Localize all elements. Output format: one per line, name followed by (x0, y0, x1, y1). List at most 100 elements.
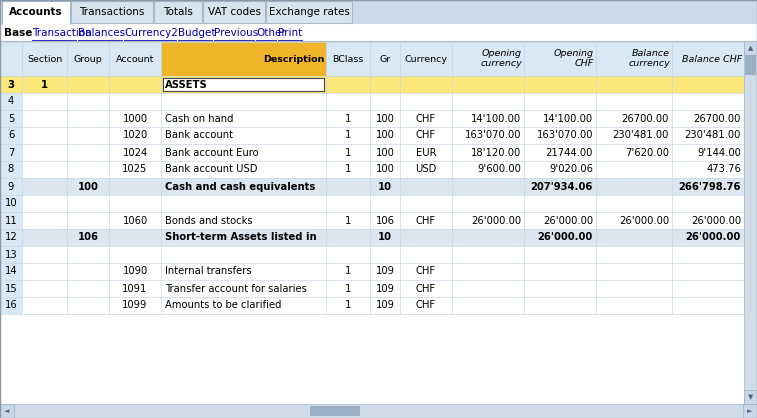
Text: 1060: 1060 (123, 216, 148, 225)
Text: 16: 16 (5, 301, 17, 311)
Bar (744, 390, 757, 404)
Text: Bank account: Bank account (165, 130, 233, 140)
Text: Balance CHF: Balance CHF (682, 54, 742, 64)
Text: CHF: CHF (416, 216, 436, 225)
Text: EUR: EUR (416, 148, 436, 158)
Text: 9'600.00: 9'600.00 (477, 165, 521, 174)
Text: ASSETS: ASSETS (165, 79, 207, 89)
Text: BClass: BClass (332, 54, 363, 64)
Text: 1091: 1091 (123, 283, 148, 293)
Text: Balances: Balances (78, 28, 125, 38)
Text: 1: 1 (344, 301, 351, 311)
Text: Cash on hand: Cash on hand (165, 114, 233, 123)
Text: 1090: 1090 (123, 267, 148, 276)
Text: Description: Description (263, 54, 324, 64)
Text: ◄: ◄ (5, 408, 10, 414)
Text: 1025: 1025 (123, 165, 148, 174)
Text: 1: 1 (344, 283, 351, 293)
Text: currency: currency (480, 59, 522, 69)
Text: 230'481.00: 230'481.00 (684, 130, 741, 140)
Text: CHF: CHF (575, 59, 594, 69)
Text: Gr: Gr (379, 54, 391, 64)
Text: 8: 8 (8, 165, 14, 174)
Bar (0, 280, 744, 297)
Text: Accounts: Accounts (9, 7, 63, 17)
Bar (0, 76, 22, 93)
Text: CHF: CHF (416, 114, 436, 123)
Text: 4: 4 (8, 97, 14, 107)
Bar (0, 246, 22, 263)
Text: 26'000.00: 26'000.00 (686, 232, 741, 242)
Bar (744, 41, 757, 404)
Text: 13: 13 (5, 250, 17, 260)
Text: Currency: Currency (404, 54, 447, 64)
Text: 1: 1 (344, 267, 351, 276)
Bar (0, 263, 744, 280)
Text: 7'620.00: 7'620.00 (625, 148, 669, 158)
Text: Amounts to be clarified: Amounts to be clarified (165, 301, 282, 311)
Text: 26'000.00: 26'000.00 (691, 216, 741, 225)
Bar (0, 178, 744, 195)
Text: 100: 100 (375, 165, 394, 174)
Text: 106: 106 (375, 216, 394, 225)
Bar (0, 110, 744, 127)
Text: Exchange rates: Exchange rates (269, 7, 350, 17)
Text: 14'100.00: 14'100.00 (471, 114, 521, 123)
Text: Other: Other (256, 28, 285, 38)
Bar (0, 110, 22, 127)
Bar (203, 1, 265, 23)
Text: 26'000.00: 26'000.00 (543, 216, 593, 225)
Bar (0, 42, 744, 76)
Bar (0, 212, 22, 229)
Text: 3: 3 (8, 79, 14, 89)
Bar (310, 406, 360, 416)
Bar (0, 93, 22, 110)
Text: currency: currency (628, 59, 670, 69)
Text: 18'120.00: 18'120.00 (471, 148, 521, 158)
Text: 10: 10 (378, 232, 392, 242)
Text: 109: 109 (375, 301, 394, 311)
Bar (0, 161, 744, 178)
Bar (0, 144, 744, 161)
Text: Transfer account for salaries: Transfer account for salaries (165, 283, 307, 293)
Text: 106: 106 (77, 232, 98, 242)
Bar (743, 404, 757, 418)
Text: 100: 100 (375, 114, 394, 123)
Text: USD: USD (416, 165, 437, 174)
Bar (0, 127, 744, 144)
Bar (0, 229, 744, 246)
Text: Group: Group (73, 54, 102, 64)
Text: Short-term Assets listed in: Short-term Assets listed in (165, 232, 316, 242)
Text: 100: 100 (375, 130, 394, 140)
Text: 10: 10 (5, 199, 17, 209)
Text: ▲: ▲ (748, 45, 753, 51)
Bar (0, 297, 744, 314)
Text: 26700.00: 26700.00 (693, 114, 741, 123)
Text: Bonds and stocks: Bonds and stocks (165, 216, 253, 225)
Text: 26700.00: 26700.00 (621, 114, 669, 123)
Text: 163'070.00: 163'070.00 (465, 130, 521, 140)
Text: 1024: 1024 (123, 148, 148, 158)
Text: 1099: 1099 (123, 301, 148, 311)
Text: CHF: CHF (416, 301, 436, 311)
Bar (0, 404, 14, 418)
Bar (0, 297, 22, 314)
Text: 1: 1 (344, 114, 351, 123)
Text: 26'000.00: 26'000.00 (471, 216, 521, 225)
Text: 21744.00: 21744.00 (546, 148, 593, 158)
Bar (0, 212, 744, 229)
Text: 12: 12 (5, 232, 17, 242)
Text: 1: 1 (344, 216, 351, 225)
Bar (0, 127, 22, 144)
Text: 26'000.00: 26'000.00 (537, 232, 593, 242)
Text: ▼: ▼ (748, 394, 753, 400)
Text: Internal transfers: Internal transfers (165, 267, 251, 276)
Bar (0, 93, 744, 110)
Bar (266, 1, 352, 23)
Bar (745, 55, 756, 75)
Text: 1: 1 (41, 79, 48, 89)
Text: Totals: Totals (163, 7, 193, 17)
Text: 100: 100 (77, 181, 98, 191)
Text: Print: Print (278, 28, 302, 38)
Text: 109: 109 (375, 283, 394, 293)
